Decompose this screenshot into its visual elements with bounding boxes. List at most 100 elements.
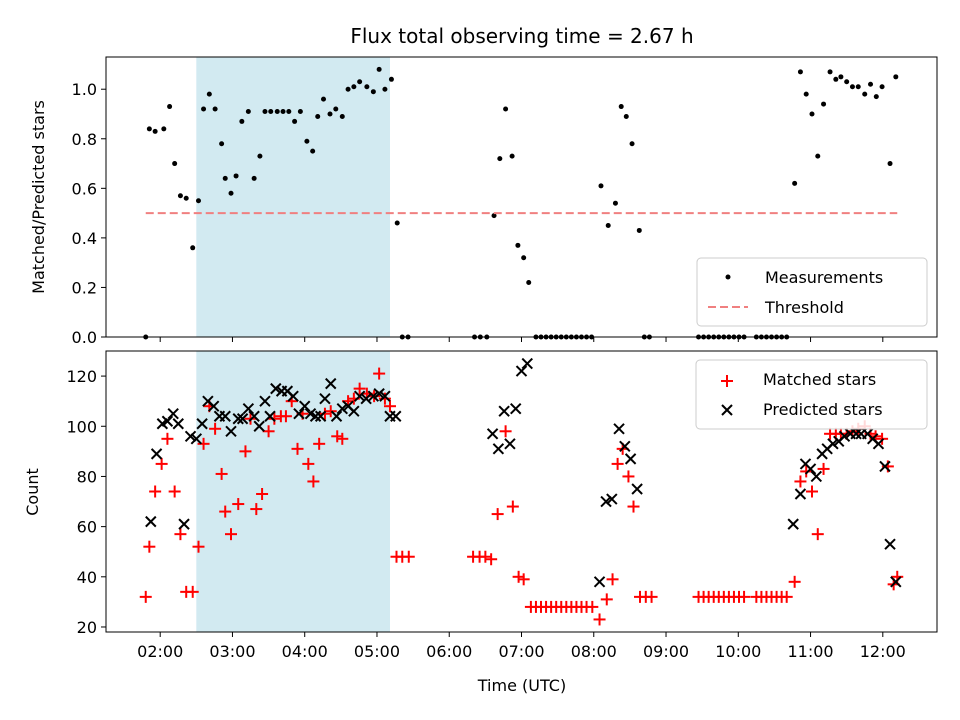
measurement-point — [809, 111, 815, 117]
measurement-point — [206, 91, 212, 97]
matched-star-point — [378, 392, 391, 405]
measurement-point — [815, 153, 821, 159]
measurement-point — [292, 118, 298, 124]
matched-star-point — [168, 485, 181, 498]
predicted-star-point — [884, 538, 896, 550]
y-tick-label: 0.8 — [72, 130, 97, 149]
measurement-point — [821, 101, 827, 107]
measurement-point — [177, 193, 183, 199]
measurement-point — [618, 104, 624, 110]
measurement-point — [382, 86, 388, 92]
predicted-star-point — [521, 357, 533, 370]
predicted-star-point — [248, 410, 260, 422]
predicted-star-point — [619, 440, 631, 453]
matched-star-point — [197, 437, 210, 450]
matched-star-point — [353, 382, 366, 395]
y-tick-label: 20 — [77, 618, 97, 637]
matched-star-point — [161, 432, 174, 445]
predicted-star-point — [161, 415, 174, 427]
measurement-point — [239, 118, 245, 124]
predicted-star-point — [367, 390, 380, 402]
measurement-point — [797, 69, 803, 75]
matched-star-point — [627, 500, 640, 513]
legend-matched-marker — [721, 375, 733, 387]
predicted-star-point — [810, 470, 823, 483]
matched-star-point — [499, 425, 512, 438]
measurement-point — [370, 89, 376, 95]
predicted-star-point — [172, 418, 184, 430]
legend-measurements-label: Measurements — [765, 268, 883, 287]
predicted-star-point — [293, 408, 305, 420]
predicted-star-point — [225, 425, 237, 437]
predicted-star-point — [624, 453, 637, 465]
measurement-point — [629, 141, 635, 147]
predicted-star-point — [325, 377, 337, 390]
measurement-point — [351, 84, 357, 90]
measurement-point — [321, 96, 327, 102]
measurement-point — [515, 242, 521, 248]
predicted-star-point — [838, 430, 851, 443]
predicted-star-point — [190, 433, 203, 445]
predicted-star-point — [348, 405, 360, 417]
y-tick-label: 0.4 — [72, 229, 97, 248]
measurement-point — [219, 141, 225, 147]
matched-star-point — [512, 570, 525, 583]
matched-star-point — [331, 430, 344, 443]
measurement-point — [161, 126, 167, 132]
y-tick-label: 1.0 — [72, 80, 97, 99]
measurement-point — [394, 220, 400, 226]
predicted-star-point — [242, 402, 255, 415]
predicted-star-point — [314, 410, 327, 422]
top-x-ticks — [159, 337, 884, 342]
predicted-star-point — [287, 390, 299, 402]
matched-star-point — [811, 528, 824, 541]
x-tick-label: 03:00 — [209, 642, 255, 661]
measurement-point — [172, 161, 178, 167]
matched-star-point — [402, 550, 415, 563]
top-shaded-span — [196, 57, 390, 337]
matched-star-point — [324, 405, 337, 418]
bottom-y-ticks: 20 40 60 80 100 120 — [66, 367, 106, 637]
predicted-star-point — [850, 428, 862, 440]
matched-star-point — [788, 575, 801, 588]
x-axis-label: Time (UTC) — [477, 676, 566, 695]
measurement-point — [521, 255, 527, 261]
measurement-point — [257, 153, 263, 159]
matched-star-point — [517, 573, 530, 586]
matched-star-point — [600, 593, 613, 606]
x-tick-label: 12:00 — [860, 642, 906, 661]
predicted-star-point — [613, 423, 625, 435]
predicted-star-point — [373, 387, 385, 400]
matched-star-point — [318, 407, 331, 420]
measurement-point — [190, 245, 196, 251]
top-panel: 0.0 0.2 0.4 0.6 0.8 1.0 Matched/Predicted sta… — [29, 56, 938, 347]
measurement-point — [388, 76, 394, 82]
predicted-star-point — [145, 515, 157, 528]
predicted-star-point — [264, 410, 276, 422]
measurement-point — [849, 84, 855, 90]
predicted-star-point — [270, 382, 282, 395]
x-tick-label: 07:00 — [498, 642, 544, 661]
measurement-point — [310, 148, 316, 154]
y-tick-label: 60 — [77, 518, 97, 537]
measurement-point — [868, 81, 874, 87]
measurement-point — [491, 213, 497, 219]
matched-star-point — [279, 410, 292, 423]
predicted-star-point — [890, 576, 902, 588]
matched-star-point — [215, 467, 228, 480]
matched-star-point — [149, 485, 162, 498]
matched-star-point — [239, 445, 252, 458]
matched-star-point — [302, 457, 315, 470]
matched-star-point — [373, 367, 386, 380]
predicted-star-point — [207, 400, 220, 412]
measurement-point — [222, 175, 228, 181]
predicted-star-point — [253, 420, 265, 432]
measurement-point — [201, 106, 207, 112]
legend-measurements-marker — [725, 274, 731, 280]
measurement-point — [862, 91, 868, 97]
x-tick-label: 09:00 — [643, 642, 689, 661]
measurement-point — [497, 156, 503, 162]
legend-matched-label: Matched stars — [763, 370, 876, 389]
matched-star-point — [485, 553, 498, 566]
matched-star-point — [219, 505, 232, 518]
